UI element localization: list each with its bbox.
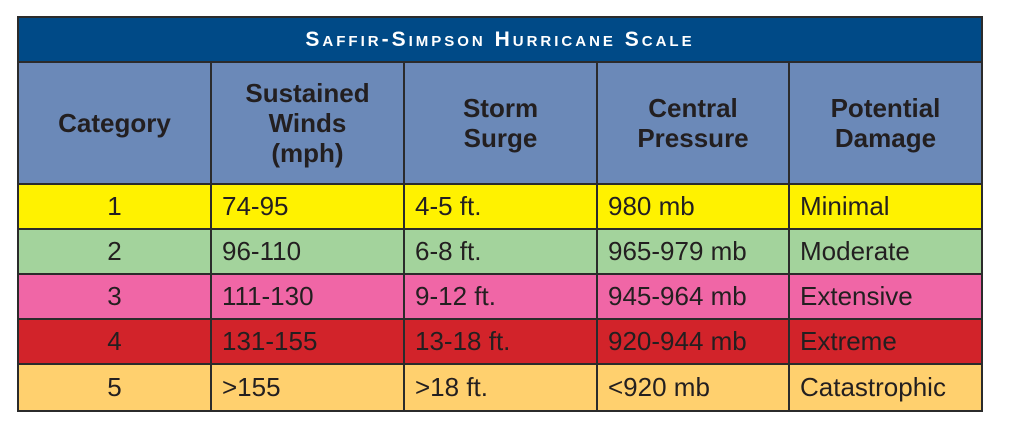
row-3-surge: 9-12 ft. bbox=[405, 275, 598, 320]
header-category-label: Category bbox=[58, 108, 171, 138]
row-2-category: 2 bbox=[19, 230, 212, 275]
row-1-category: 1 bbox=[19, 185, 212, 230]
row-2-pressure: 965-979 mb bbox=[598, 230, 790, 275]
row-3-category: 3 bbox=[19, 275, 212, 320]
row-3-winds: 111-130 bbox=[212, 275, 405, 320]
row-1-winds: 74-95 bbox=[212, 185, 405, 230]
row-2-surge: 6-8 ft. bbox=[405, 230, 598, 275]
row-1-damage: Minimal bbox=[790, 185, 981, 230]
row-1-surge: 4-5 ft. bbox=[405, 185, 598, 230]
row-1-pressure: 980 mb bbox=[598, 185, 790, 230]
row-4-surge: 13-18 ft. bbox=[405, 320, 598, 365]
row-3-damage: Extensive bbox=[790, 275, 981, 320]
row-2-winds: 96-110 bbox=[212, 230, 405, 275]
header-sustained-winds: Sustained Winds (mph) bbox=[212, 63, 405, 185]
row-5-category: 5 bbox=[19, 365, 212, 410]
row-3-pressure: 945-964 mb bbox=[598, 275, 790, 320]
row-5-winds: >155 bbox=[212, 365, 405, 410]
row-4-pressure: 920-944 mb bbox=[598, 320, 790, 365]
row-5-surge: >18 ft. bbox=[405, 365, 598, 410]
row-4-winds: 131-155 bbox=[212, 320, 405, 365]
header-storm-surge-label: Storm Surge bbox=[462, 93, 539, 153]
table-title: Saffir-Simpson Hurricane Scale bbox=[19, 18, 981, 63]
row-5-pressure: <920 mb bbox=[598, 365, 790, 410]
row-4-damage: Extreme bbox=[790, 320, 981, 365]
header-storm-surge: Storm Surge bbox=[405, 63, 598, 185]
header-central-pressure-label: Central Pressure bbox=[637, 93, 749, 153]
header-central-pressure: Central Pressure bbox=[598, 63, 790, 185]
header-potential-damage-label: Potential Damage bbox=[830, 93, 941, 153]
table-title-text: Saffir-Simpson Hurricane Scale bbox=[305, 27, 695, 51]
header-potential-damage: Potential Damage bbox=[790, 63, 981, 185]
row-4-category: 4 bbox=[19, 320, 212, 365]
table-grid: Category Sustained Winds (mph) Storm Sur… bbox=[19, 63, 981, 410]
header-sustained-winds-label: Sustained Winds (mph) bbox=[245, 78, 370, 168]
row-2-damage: Moderate bbox=[790, 230, 981, 275]
hurricane-scale-table: Saffir-Simpson Hurricane Scale Category … bbox=[17, 16, 983, 412]
header-category: Category bbox=[19, 63, 212, 185]
row-5-damage: Catastrophic bbox=[790, 365, 981, 410]
